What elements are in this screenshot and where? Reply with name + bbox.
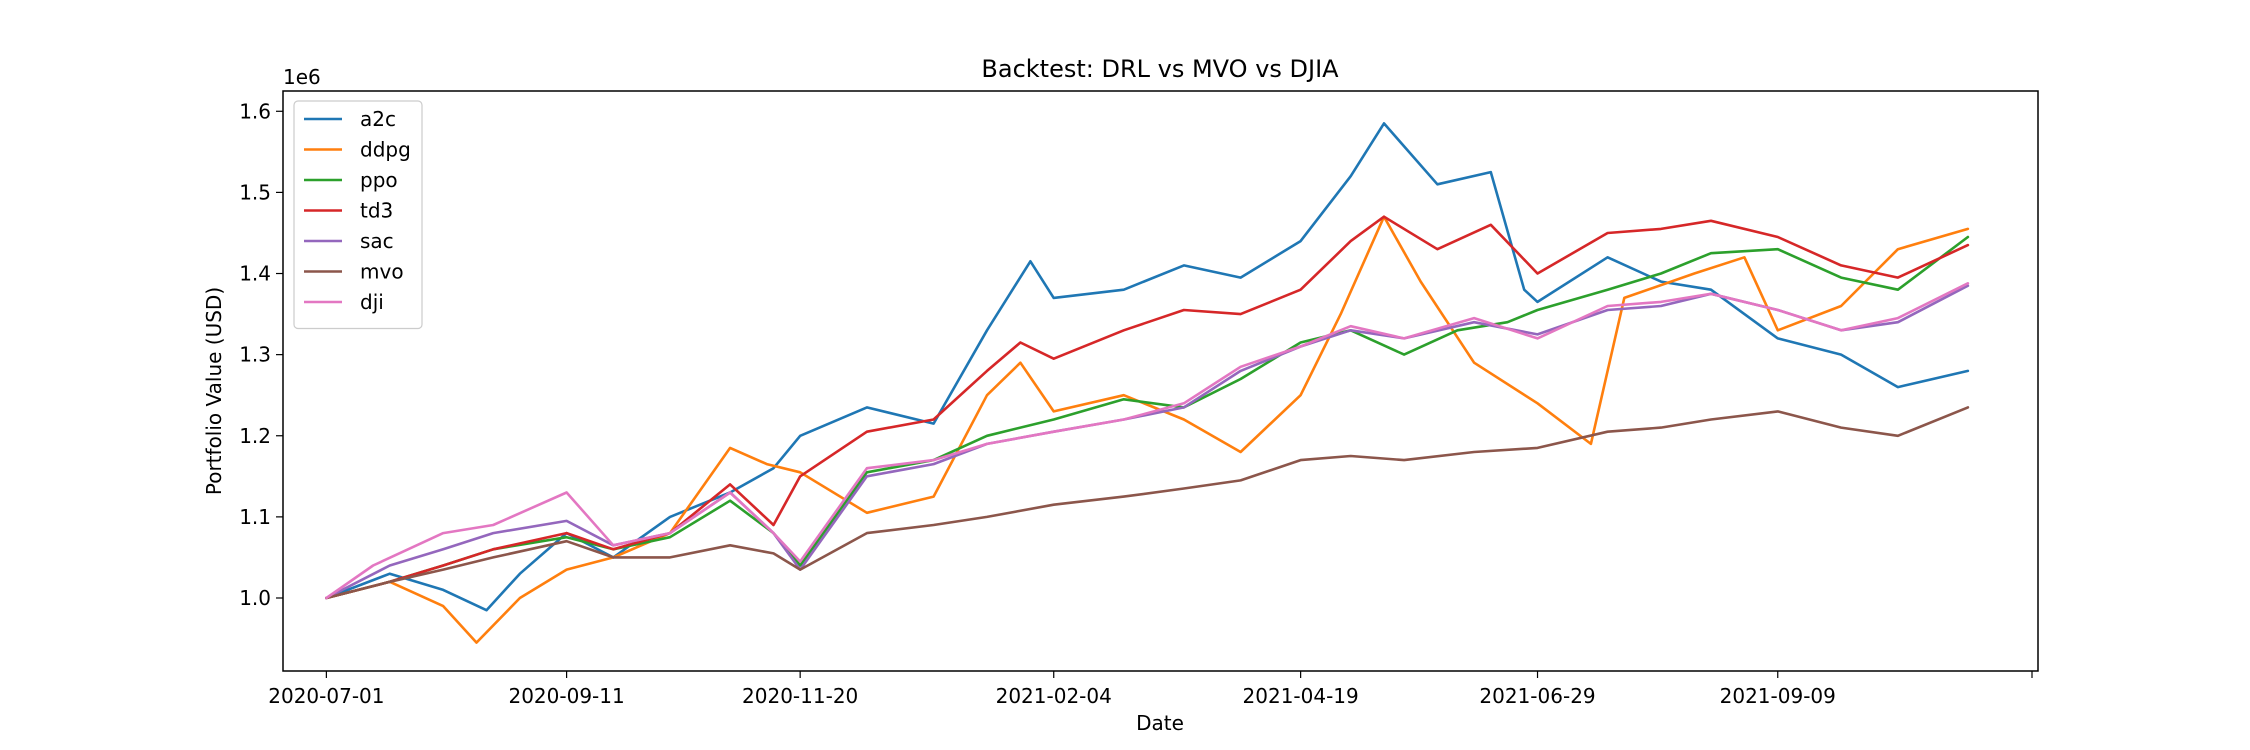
legend-label-sac: sac bbox=[360, 229, 394, 253]
x-tick-label-6: 2021-09-09 bbox=[1720, 684, 1836, 708]
chart-title: Backtest: DRL vs MVO vs DJIA bbox=[981, 55, 1339, 83]
legend-label-ddpg: ddpg bbox=[360, 138, 411, 162]
x-tick-label-3: 2021-02-04 bbox=[996, 684, 1112, 708]
legend-label-a2c: a2c bbox=[360, 107, 396, 131]
plot-frame bbox=[282, 90, 2039, 672]
series-layer bbox=[325, 122, 1970, 644]
y-tick-label-2: 1.2 bbox=[239, 424, 271, 448]
series-line-a2c bbox=[325, 122, 1970, 612]
legend-label-td3: td3 bbox=[360, 199, 393, 223]
series-line-ddpg bbox=[325, 215, 1970, 644]
y-tick-label-1: 1.1 bbox=[239, 505, 271, 529]
y-tick-label-6: 1.6 bbox=[239, 99, 271, 123]
legend-label-ppo: ppo bbox=[360, 168, 398, 192]
x-tick-label-4: 2021-04-19 bbox=[1243, 684, 1359, 708]
x-axis-title: Date bbox=[1136, 711, 1184, 735]
legend-label-mvo: mvo bbox=[360, 260, 404, 284]
x-tick-label-5: 2021-06-29 bbox=[1479, 684, 1595, 708]
series-line-dji bbox=[325, 282, 1970, 600]
series-line-sac bbox=[325, 284, 1970, 600]
legend: a2c ddpg ppo td3 sac mvo dji bbox=[293, 100, 423, 330]
y-tick-label-4: 1.4 bbox=[239, 262, 271, 286]
x-tick-label-0: 2020-07-01 bbox=[268, 684, 384, 708]
legend-box bbox=[293, 100, 423, 330]
y-axis-multiplier: 1e6 bbox=[283, 65, 321, 89]
series-line-mvo bbox=[325, 406, 1970, 600]
y-tick-label-5: 1.5 bbox=[239, 180, 271, 204]
legend-label-dji: dji bbox=[360, 290, 384, 314]
x-tick-label-2: 2020-11-20 bbox=[742, 684, 858, 708]
y-axis-title: Portfolio Value (USD) bbox=[202, 287, 226, 495]
x-tick-label-1: 2020-09-11 bbox=[508, 684, 624, 708]
y-tick-label-3: 1.3 bbox=[239, 343, 271, 367]
axes: 2020-07-01 2020-09-11 2020-11-20 2021-02-04… bbox=[239, 90, 2039, 708]
series-line-td3 bbox=[325, 215, 1970, 600]
y-tick-label-0: 1.0 bbox=[239, 586, 271, 610]
